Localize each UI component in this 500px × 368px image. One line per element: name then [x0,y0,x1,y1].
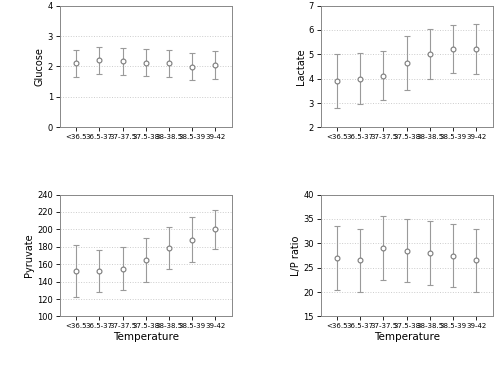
X-axis label: Temperature: Temperature [113,332,179,342]
X-axis label: Temperature: Temperature [374,332,440,342]
Y-axis label: Lactate: Lactate [296,48,306,85]
Y-axis label: Glucose: Glucose [35,47,45,86]
Y-axis label: L/P ratio: L/P ratio [290,235,300,276]
Y-axis label: Pyruvate: Pyruvate [24,234,34,277]
